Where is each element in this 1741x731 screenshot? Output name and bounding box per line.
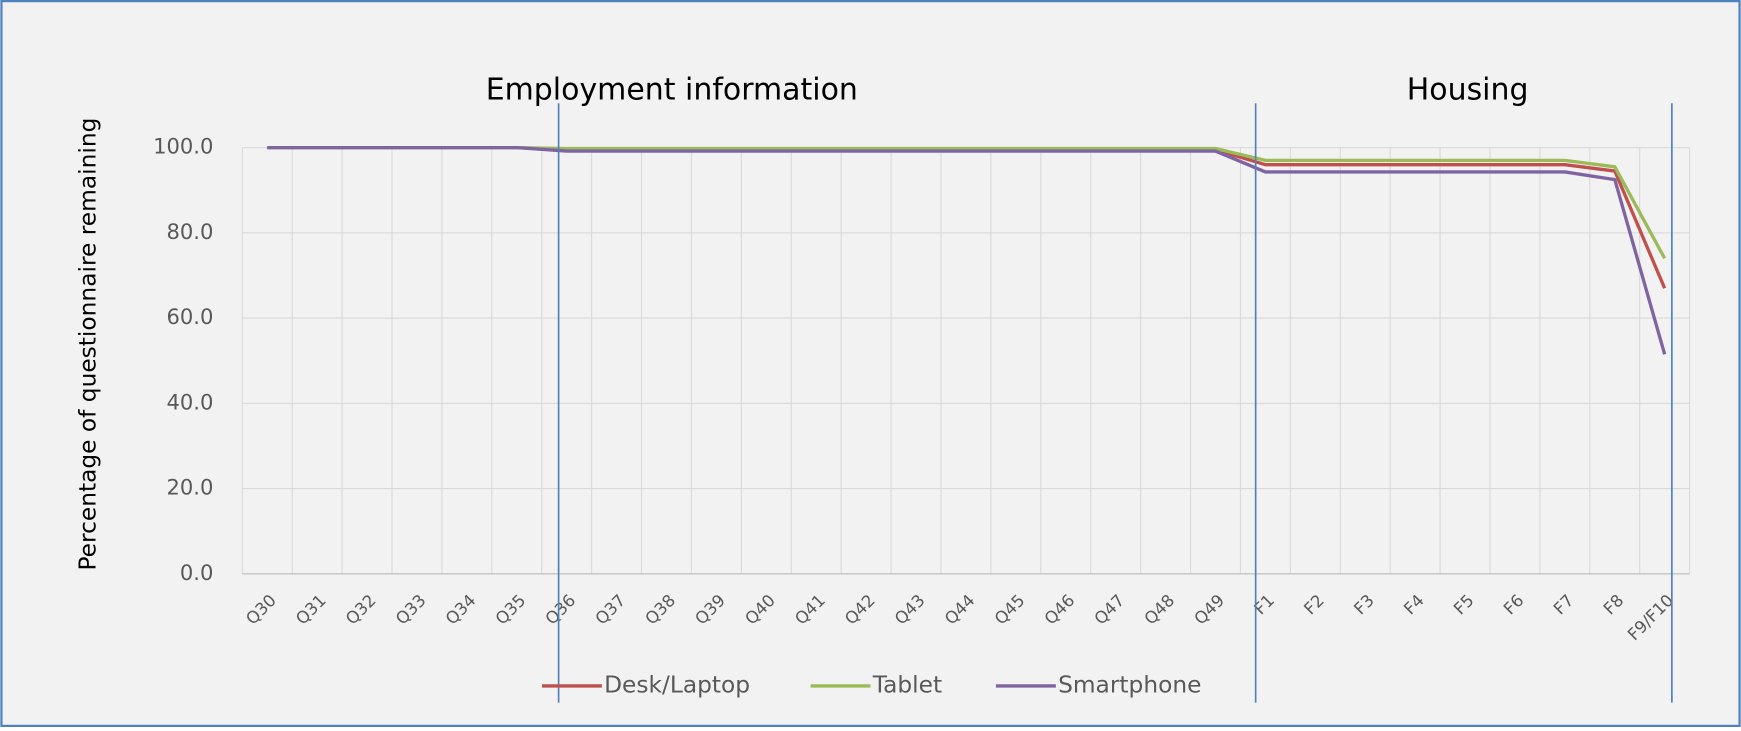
y-tick-label: 0.0 bbox=[180, 560, 214, 585]
section-label: Employment information bbox=[486, 73, 858, 108]
y-tick-label: 60.0 bbox=[166, 304, 213, 329]
y-tick-label: 100.0 bbox=[153, 134, 213, 159]
section-label: Housing bbox=[1407, 73, 1529, 108]
legend-label: Desk/Laptop bbox=[604, 671, 750, 698]
legend-label: Tablet bbox=[872, 671, 942, 698]
legend-label: Smartphone bbox=[1058, 671, 1201, 698]
y-tick-label: 80.0 bbox=[166, 219, 213, 244]
y-tick-label: 20.0 bbox=[166, 475, 213, 500]
series-line bbox=[267, 145, 1667, 355]
plot bbox=[267, 145, 1667, 355]
y-tick-label: 40.0 bbox=[166, 389, 213, 414]
y-axis-title: Percentage of questionnaire remaining bbox=[75, 118, 102, 571]
